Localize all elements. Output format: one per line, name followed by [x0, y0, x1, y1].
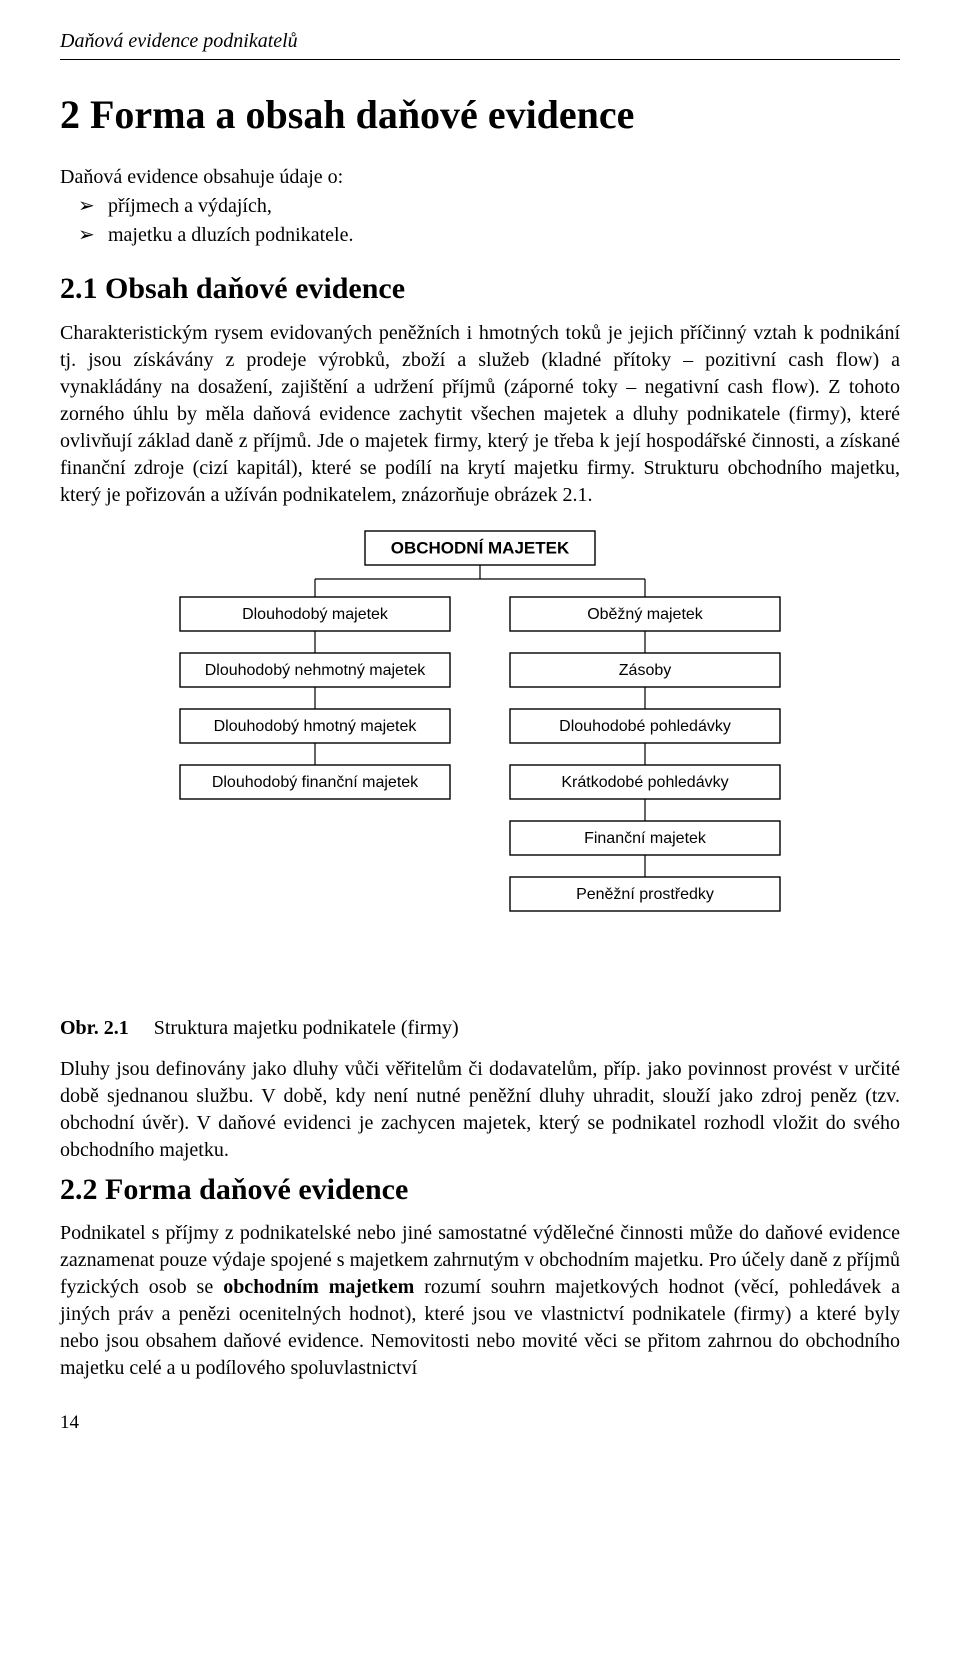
svg-text:Dlouhodobé pohledávky: Dlouhodobé pohledávky	[559, 718, 731, 735]
section-2-1-paragraph: Charakteristickým rysem evidovaných peně…	[60, 320, 900, 509]
svg-text:OBCHODNÍ MAJETEK: OBCHODNÍ MAJETEK	[391, 538, 570, 557]
org-diagram: OBCHODNÍ MAJETEK Dlouhodobý majetek Dlouho…	[60, 527, 900, 1007]
figure-label: Obr. 2.1	[60, 1017, 129, 1039]
svg-text:Peněžní prostředky: Peněžní prostředky	[576, 886, 714, 903]
page-number: 14	[60, 1410, 900, 1436]
svg-text:Krátkodobé pohledávky: Krátkodobé pohledávky	[561, 774, 728, 791]
svg-text:Dlouhodobý finanční majetek: Dlouhodobý finanční majetek	[212, 774, 419, 791]
figure-text: Struktura majetku podnikatele (firmy)	[154, 1017, 459, 1039]
bullet-item: příjmech a výdajích,	[60, 193, 900, 220]
running-header: Daňová evidence podnikatelů	[60, 28, 900, 55]
svg-text:Dlouhodobý hmotný majetek: Dlouhodobý hmotný majetek	[214, 718, 418, 735]
bullet-item: majetku a dluzích podnikatele.	[60, 222, 900, 249]
para22-bold: obchodním majetkem	[223, 1276, 414, 1298]
header-rule	[60, 59, 900, 60]
figure-caption: Obr. 2.1 Struktura majetku podnikatele (…	[60, 1015, 900, 1042]
svg-text:Dlouhodobý majetek: Dlouhodobý majetek	[242, 606, 389, 623]
svg-text:Finanční majetek: Finanční majetek	[584, 830, 707, 847]
chapter-title: 2 Forma a obsah daňové evidence	[60, 88, 900, 142]
section-2-2-title: 2.2 Forma daňové evidence	[60, 1170, 900, 1211]
intro-line: Daňová evidence obsahuje údaje o:	[60, 164, 900, 191]
section-2-1-title: 2.1 Obsah daňové evidence	[60, 269, 900, 310]
section-2-2-paragraph: Podnikatel s příjmy z podnikatelské nebo…	[60, 1220, 900, 1382]
paragraph-after-figure: Dluhy jsou definovány jako dluhy vůči vě…	[60, 1056, 900, 1164]
bullet-list: příjmech a výdajích, majetku a dluzích p…	[60, 193, 900, 249]
org-diagram-svg: OBCHODNÍ MAJETEK Dlouhodobý majetek Dlouho…	[140, 527, 820, 1007]
svg-text:Oběžný majetek: Oběžný majetek	[587, 606, 704, 623]
svg-text:Zásoby: Zásoby	[619, 662, 671, 679]
svg-text:Dlouhodobý nehmotný majetek: Dlouhodobý nehmotný majetek	[205, 662, 427, 679]
